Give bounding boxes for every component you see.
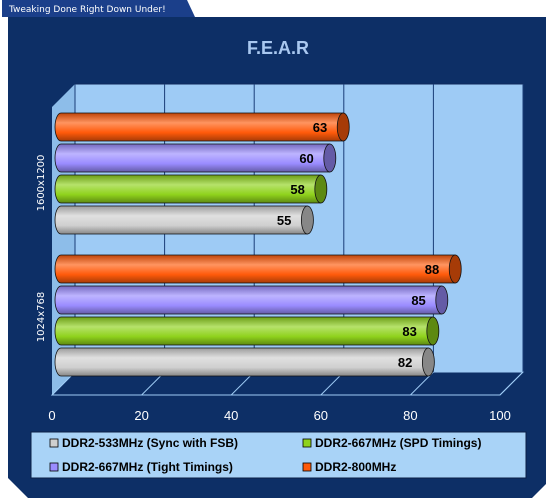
bar-cap: [300, 205, 314, 235]
legend-box: [30, 431, 527, 479]
bar-cap: [336, 112, 350, 142]
x-axis: 0 20 40 60 80 100: [48, 408, 510, 423]
x-tick-label: 20: [134, 408, 148, 423]
bar-value-label: 60: [299, 151, 313, 166]
bar-cap: [426, 316, 440, 346]
floor-gridline: [499, 371, 524, 396]
legend: DDR2-533MHz (Sync with FSB) DDR2-667MHz …: [30, 431, 527, 479]
bar-cap: [448, 254, 462, 284]
bar-1024x768-3: 83: [54, 316, 440, 346]
x-tick-label: 80: [403, 408, 417, 423]
chart-title: F.E.A.R: [247, 38, 309, 58]
x-tick-label: 0: [48, 408, 55, 423]
legend-label: DDR2-667MHz (SPD Timings): [315, 436, 481, 450]
legend-swatch: [302, 438, 312, 448]
bar-body: [54, 112, 344, 142]
bar-cap: [314, 174, 328, 204]
bar-value-label: 82: [398, 355, 412, 370]
bar-value-label: 58: [290, 182, 304, 197]
bar-body: [54, 254, 456, 284]
bar-1600x1200-2: 60: [54, 143, 337, 173]
bar-1600x1200-1: 63: [54, 112, 350, 142]
bar-cap: [435, 285, 449, 315]
bar-1024x768-4: 82: [54, 347, 435, 377]
x-tick-label: 100: [489, 408, 511, 423]
bar-body: [54, 285, 443, 315]
bar-body: [54, 205, 308, 235]
plot-area: 63 60 58 55 88 85 83 82: [50, 83, 525, 396]
legend-label: DDR2-533MHz (Sync with FSB): [62, 436, 238, 450]
category-label-1024x768: 1024x768: [36, 292, 47, 342]
bar-cap: [421, 347, 435, 377]
legend-swatch: [49, 438, 59, 448]
bar-1024x768-1: 88: [54, 254, 462, 284]
bar-value-label: 63: [313, 120, 327, 135]
legend-label: DDR2-667MHz (Tight Timings): [62, 460, 233, 474]
bar-body: [54, 347, 429, 377]
legend-swatch: [49, 462, 59, 472]
header-tab: [2, 0, 195, 17]
bar-1024x768-2: 85: [54, 285, 449, 315]
bar-1600x1200-4: 55: [54, 205, 314, 235]
bar-cap: [323, 143, 337, 173]
bar-1600x1200-3: 58: [54, 174, 328, 204]
bars-layer: 63 60 58 55 88 85 83 82: [54, 112, 462, 377]
bar-body: [54, 316, 434, 346]
x-tick-label: 60: [314, 408, 328, 423]
bar-body: [54, 143, 331, 173]
x-tick-label: 40: [224, 408, 238, 423]
category-label-1600x1200: 1600x1200: [36, 155, 47, 212]
bar-value-label: 88: [425, 262, 439, 277]
bar-value-label: 55: [277, 213, 291, 228]
bar-value-label: 83: [402, 324, 416, 339]
bar-body: [54, 174, 322, 204]
legend-swatch: [302, 462, 312, 472]
header-tag-text: Tweaking Done Right Down Under!: [8, 5, 166, 15]
legend-label: DDR2-800MHz: [315, 460, 396, 474]
bar-value-label: 85: [411, 293, 425, 308]
